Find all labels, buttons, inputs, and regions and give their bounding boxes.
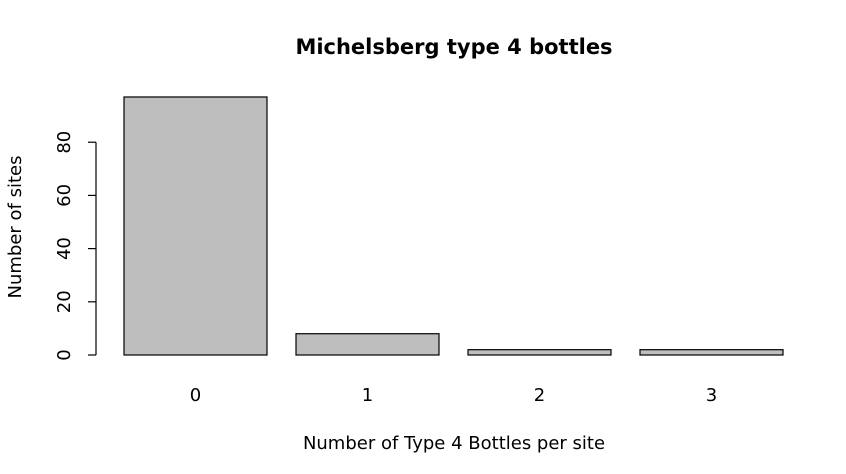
bar bbox=[295, 333, 440, 356]
x-tick-label: 3 bbox=[706, 385, 717, 406]
x-tick-labels: 0 1 2 3 bbox=[190, 385, 717, 406]
x-tick-label: 1 bbox=[362, 385, 373, 406]
y-tick-label: 60 bbox=[54, 184, 75, 207]
x-axis-label: Number of Type 4 Bottles per site bbox=[303, 433, 605, 454]
x-tick-label: 2 bbox=[534, 385, 545, 406]
chart-title: Michelsberg type 4 bottles bbox=[295, 35, 612, 59]
x-tick-label: 0 bbox=[190, 385, 201, 406]
y-tick-label: 20 bbox=[54, 290, 75, 313]
bar bbox=[639, 349, 784, 356]
y-axis-label: Number of sites bbox=[5, 156, 26, 299]
y-tick-label: 0 bbox=[54, 349, 75, 360]
y-tick-label: 40 bbox=[54, 237, 75, 260]
bar bbox=[123, 96, 268, 356]
y-axis: 0 20 40 60 80 bbox=[54, 131, 97, 361]
bars-group bbox=[123, 96, 784, 356]
bar bbox=[467, 349, 612, 356]
y-tick-label: 80 bbox=[54, 131, 75, 154]
